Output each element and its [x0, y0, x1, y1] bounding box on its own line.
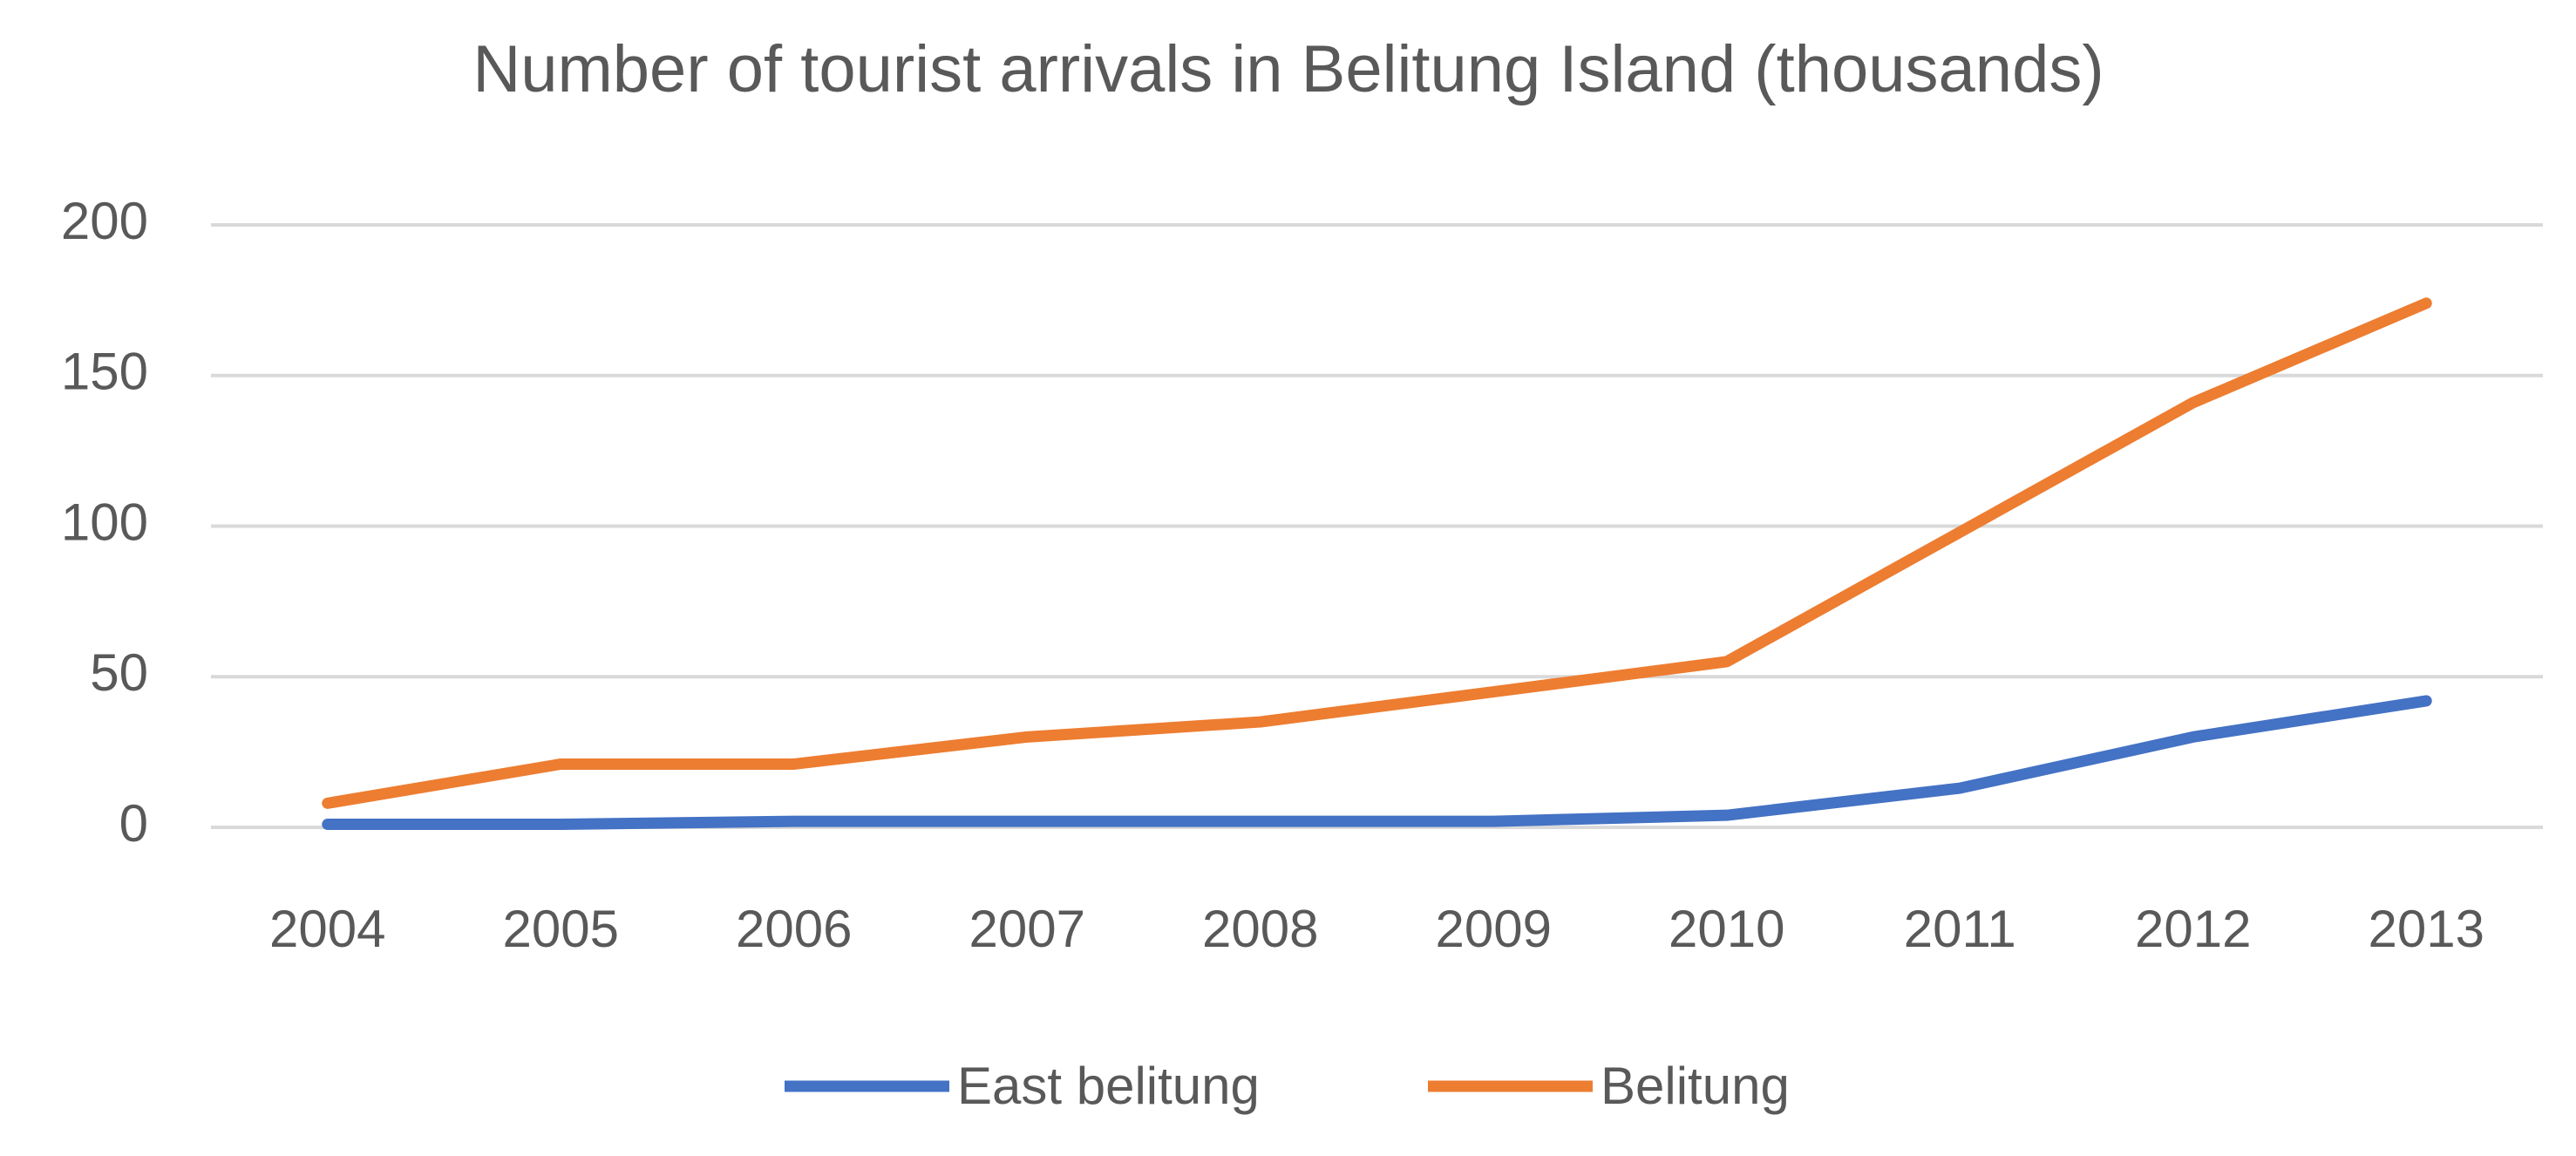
x-tick-label: 2005 [503, 900, 619, 958]
series-line [322, 695, 2432, 831]
series-line [322, 297, 2432, 809]
y-tick-label: 100 [61, 493, 148, 551]
x-tick-label: 2012 [2135, 900, 2251, 958]
legend-label: Belitung [1601, 1057, 1790, 1115]
x-tick-label: 2013 [2369, 900, 2484, 958]
y-tick-label: 200 [61, 192, 148, 250]
x-tick-label: 2006 [736, 900, 852, 958]
x-tick-label: 2010 [1669, 900, 1784, 958]
chart-title: Number of tourist arrivals in Belitung I… [472, 32, 2104, 106]
y-tick-label: 50 [90, 643, 148, 702]
legend-label: East belitung [957, 1057, 1260, 1115]
x-tick-label: 2007 [969, 900, 1085, 958]
y-tick-label: 150 [61, 343, 148, 401]
y-tick-label: 0 [119, 794, 148, 853]
x-tick-label: 2008 [1202, 900, 1318, 958]
x-tick-label: 2004 [269, 900, 385, 958]
x-tick-label: 2009 [1436, 900, 1552, 958]
x-tick-label: 2011 [1904, 900, 2016, 958]
